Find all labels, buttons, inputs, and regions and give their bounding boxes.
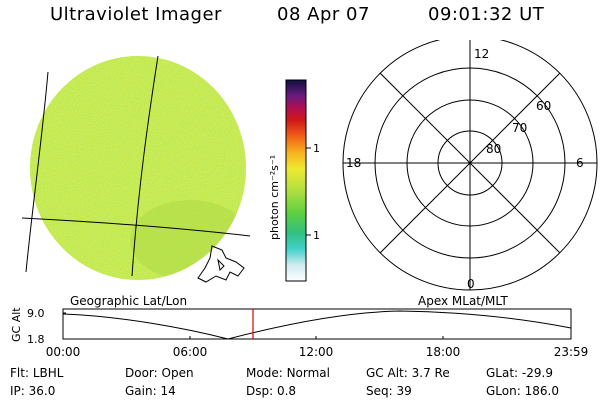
info-filter: Flt: LBHL bbox=[10, 366, 64, 380]
altitude-right-title: Apex MLat/MLT bbox=[418, 294, 508, 308]
latitude-line bbox=[21, 217, 251, 237]
info-gain: Gain: 14 bbox=[125, 384, 176, 398]
observation-time: 09:01:32 UT bbox=[428, 4, 545, 25]
altitude-plot-frame bbox=[62, 308, 572, 340]
lat-label-70: 70 bbox=[512, 121, 527, 135]
info-gc-alt: GC Alt: 3.7 Re bbox=[366, 366, 450, 380]
info-glon: GLon: 186.0 bbox=[486, 384, 559, 398]
colorbar-label: photon cm⁻²s⁻¹ bbox=[268, 155, 281, 240]
info-seq: Seq: 39 bbox=[366, 384, 412, 398]
altitude-plot: Geographic Lat/Lon Apex MLat/MLT GC Alt … bbox=[10, 294, 589, 359]
colorbar: 100 10 photon cm⁻²s⁻¹ bbox=[268, 79, 320, 282]
longitude-line bbox=[131, 55, 159, 277]
time-tick-0600: 06:00 bbox=[173, 345, 208, 359]
time-tick-2359: 23:59 bbox=[554, 345, 589, 359]
longitude-line bbox=[25, 71, 49, 273]
page-title: Ultraviolet Imager bbox=[50, 4, 222, 25]
altitude-left-title: Geographic Lat/Lon bbox=[70, 294, 187, 308]
altitude-ytick-1-8: 1.8 bbox=[27, 333, 45, 346]
altitude-ylabel: GC Alt bbox=[10, 307, 23, 342]
polar-plot: 12 18 6 0 60 70 80 bbox=[342, 40, 598, 291]
info-dsp: Dsp: 0.8 bbox=[246, 384, 297, 398]
polar-diagonal bbox=[379, 72, 561, 254]
altitude-ytick-9: 9.0 bbox=[27, 307, 45, 320]
colorbar-tick-10: 10 bbox=[313, 229, 320, 242]
time-tick-0000: 00:00 bbox=[46, 345, 81, 359]
time-tick-1200: 12:00 bbox=[299, 345, 334, 359]
info-mode: Mode: Normal bbox=[246, 366, 330, 380]
lat-label-80: 80 bbox=[486, 142, 501, 156]
colorbar-tick-100: 100 bbox=[313, 142, 320, 155]
info-door: Door: Open bbox=[125, 366, 194, 380]
observation-date: 08 Apr 07 bbox=[277, 4, 370, 25]
altitude-curve bbox=[62, 310, 572, 340]
mlt-label-6: 6 bbox=[576, 156, 584, 170]
mlt-label-12: 12 bbox=[474, 47, 489, 61]
coastline bbox=[197, 245, 245, 283]
mlt-label-0: 0 bbox=[467, 277, 475, 291]
lat-label-60: 60 bbox=[536, 99, 551, 113]
uv-earth-image bbox=[21, 55, 251, 283]
info-ip: IP: 36.0 bbox=[10, 384, 56, 398]
time-tick-1800: 18:00 bbox=[426, 345, 461, 359]
info-glat: GLat: -29.9 bbox=[486, 366, 553, 380]
colorbar-gradient bbox=[285, 79, 307, 282]
mlt-label-18: 18 bbox=[346, 156, 361, 170]
